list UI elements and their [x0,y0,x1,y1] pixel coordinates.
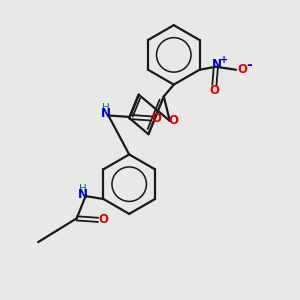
Text: O: O [152,112,161,125]
Text: N: N [78,188,88,201]
Text: O: O [209,84,219,97]
Text: O: O [168,114,178,128]
Text: -: - [246,58,252,72]
Text: O: O [98,213,109,226]
Text: N: N [212,58,222,71]
Text: O: O [237,63,247,76]
Text: H: H [102,103,110,113]
Text: H: H [80,184,87,194]
Text: N: N [101,107,111,121]
Text: +: + [220,55,228,65]
